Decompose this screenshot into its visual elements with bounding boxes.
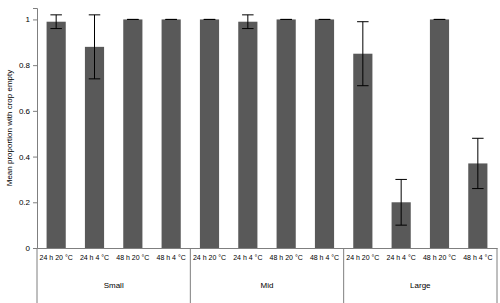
x-tick: 48 h 20 °C — [270, 248, 303, 261]
x-tick-label: 24 h 20 °C — [40, 254, 73, 261]
x-tick-label: 48 h 20 °C — [116, 254, 149, 261]
bar — [315, 19, 334, 248]
group-separators — [37, 248, 497, 303]
y-axis-line — [33, 9, 38, 249]
error-bar-line — [434, 19, 446, 20]
y-tick: 1 — [26, 15, 37, 24]
error-bar-line — [165, 19, 177, 20]
bar — [238, 22, 257, 248]
group-label: Large — [410, 281, 431, 290]
y-tick: 0.6 — [19, 107, 37, 116]
group-separator — [343, 248, 344, 303]
bar — [277, 19, 296, 248]
x-tick-label: 24 h 4 °C — [233, 254, 262, 261]
y-tick-mark — [33, 202, 37, 203]
error-bar — [472, 138, 484, 188]
x-tick: 48 h 4 °C — [463, 248, 492, 261]
error-bar — [165, 19, 177, 20]
error-bar — [204, 19, 216, 20]
error-bar — [319, 19, 331, 20]
error-bar — [50, 15, 61, 29]
error-bar-line — [472, 138, 484, 188]
x-tick: 24 h 4 °C — [233, 248, 262, 261]
error-bar-line — [319, 19, 331, 20]
y-tick-mark — [33, 248, 37, 249]
error-bar — [89, 15, 101, 79]
x-tick-label: 24 h 20 °C — [346, 254, 379, 261]
group-label: Mid — [261, 281, 274, 290]
x-axis: 24 h 20 °C 24 h 4 °C 48 h 20 °C 48 h 4 °C 24… — [38, 248, 498, 261]
x-tick: 24 h 4 °C — [387, 248, 416, 261]
error-bar — [434, 19, 446, 20]
y-tick-label: 1 — [26, 15, 31, 24]
x-tick: 24 h 20 °C — [40, 248, 73, 261]
y-tick-mark — [33, 65, 37, 66]
marks — [47, 15, 488, 248]
bar — [430, 19, 449, 248]
y-tick-label: 0.4 — [19, 153, 31, 162]
y-axis: 0 0.2 0.4 0.6 0.8 1 — [19, 9, 38, 254]
plot: 0 0.2 0.4 0.6 0.8 1 24 h 20 °C 24 h 4 °C 48 h 20… — [19, 9, 498, 303]
error-bar-line — [280, 19, 292, 20]
y-axis-title: Mean proportion with crop empty — [5, 70, 14, 187]
error-bar — [127, 19, 139, 20]
x-tick: 24 h 4 °C — [80, 248, 109, 261]
bar — [162, 19, 181, 248]
error-bar-line — [204, 19, 216, 20]
y-tick-label: 0.2 — [19, 198, 31, 207]
x-tick: 48 h 4 °C — [310, 248, 339, 261]
x-axis-line — [38, 248, 498, 249]
y-tick: 0.2 — [19, 198, 37, 207]
x-tick-label: 48 h 4 °C — [157, 254, 186, 261]
x-tick: 48 h 20 °C — [116, 248, 149, 261]
error-bar-line — [50, 15, 61, 29]
y-tick-label: 0.6 — [19, 107, 31, 116]
x-tick: 24 h 20 °C — [193, 248, 226, 261]
group-separator — [190, 248, 191, 303]
chart: 0 0.2 0.4 0.6 0.8 1 24 h 20 °C 24 h 4 °C 48 h 20… — [0, 0, 500, 303]
x-tick-label: 48 h 20 °C — [423, 254, 456, 261]
group-separator — [37, 248, 38, 303]
x-tick-label: 24 h 4 °C — [80, 254, 109, 261]
y-tick: 0.8 — [19, 61, 37, 70]
bar — [200, 19, 219, 248]
y-tick: 0 — [26, 244, 37, 253]
error-bar — [280, 19, 292, 20]
group-separator — [497, 248, 498, 303]
error-bar — [395, 179, 407, 225]
error-bar-line — [89, 15, 101, 79]
y-tick-mark — [33, 111, 37, 112]
x-tick-label: 24 h 4 °C — [387, 254, 416, 261]
error-bar-line — [242, 15, 254, 29]
y-tick-label: 0 — [26, 244, 31, 253]
x-tick-label: 48 h 4 °C — [310, 254, 339, 261]
error-bar-line — [127, 19, 139, 20]
bar — [47, 22, 66, 248]
group-label: Small — [104, 281, 124, 290]
x-tick-label: 48 h 4 °C — [463, 254, 492, 261]
error-bar-line — [395, 179, 407, 225]
y-tick-label: 0.8 — [19, 61, 31, 70]
x-tick-label: 24 h 20 °C — [193, 254, 226, 261]
y-tick: 0.4 — [19, 153, 37, 162]
error-bar — [242, 15, 254, 29]
x-tick: 48 h 20 °C — [423, 248, 456, 261]
bar — [123, 19, 142, 248]
y-tick-mark — [33, 157, 37, 158]
x-tick: 24 h 20 °C — [346, 248, 379, 261]
error-bar-line — [357, 22, 369, 86]
y-tick-mark — [33, 19, 37, 20]
x-tick: 48 h 4 °C — [157, 248, 186, 261]
error-bar — [357, 22, 369, 86]
x-tick-label: 48 h 20 °C — [270, 254, 303, 261]
